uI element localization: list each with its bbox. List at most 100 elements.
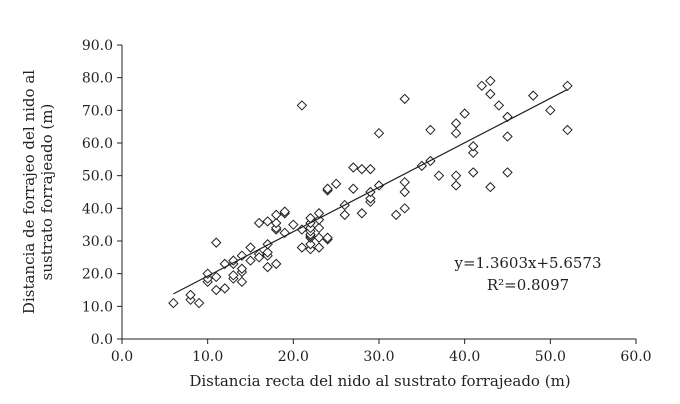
x-tick-group: 0.0 10.0 20.0 30.0 40.0 50.0 60.0 [111, 339, 652, 365]
data-point [545, 105, 556, 116]
data-point [313, 232, 325, 243]
x-tick-label: 10.0 [192, 349, 223, 365]
y-tick-label: 80.0 [82, 71, 113, 87]
data-point [322, 183, 333, 194]
y-tick-label: 50.0 [82, 169, 113, 185]
data-point [262, 216, 273, 227]
data-point [253, 217, 265, 229]
y-tick-label: 90.0 [82, 38, 113, 54]
data-point [211, 271, 222, 283]
y-tick-label: 20.0 [82, 267, 113, 283]
data-point [236, 276, 248, 288]
data-point [270, 217, 282, 229]
data-point [339, 209, 350, 221]
data-point [527, 90, 539, 101]
data-point [330, 178, 342, 190]
x-tick-label: 40.0 [449, 349, 480, 365]
x-axis-label: Distancia recta del nido al sustrato for… [189, 372, 570, 390]
data-point [356, 208, 368, 219]
data-point [468, 141, 479, 152]
data-point [433, 170, 445, 181]
y-tick-label: 30.0 [82, 234, 113, 250]
data-point [485, 75, 496, 87]
y-tick-group: 0.0 10.0 20.0 30.0 40.0 50.0 60.0 70.0 80.0 90.0 [82, 38, 122, 348]
data-point [322, 232, 333, 243]
y-tick-label: 10.0 [82, 299, 113, 315]
data-point [365, 193, 376, 204]
y-tick-label: 70.0 [82, 103, 113, 119]
x-tick-label: 60.0 [620, 349, 651, 365]
data-point [562, 80, 573, 92]
data-point [228, 255, 239, 266]
data-point [373, 127, 385, 139]
y-tick-label: 40.0 [82, 201, 113, 217]
data-point [459, 108, 470, 119]
data-point [245, 242, 256, 253]
y-axis-label-line-1: Distancia de forrajeo del nido al [20, 70, 38, 314]
data-point [296, 100, 308, 111]
r-squared-label: R²=0.8097 [487, 276, 569, 294]
data-point [219, 283, 231, 294]
data-point [485, 88, 496, 100]
data-point [468, 167, 479, 178]
data-point [399, 176, 410, 188]
data-point [296, 224, 308, 235]
trendline [173, 88, 568, 295]
data-point [262, 239, 273, 250]
regression-equation: y=1.3603x+5.6573 [453, 254, 601, 272]
y-axis-label-line-2: sustrato forrajeado (m) [38, 104, 56, 281]
data-point [270, 209, 282, 221]
data-point [185, 289, 196, 301]
data-point [399, 203, 410, 214]
data-point [168, 297, 179, 309]
data-point [313, 222, 325, 234]
data-point [450, 118, 462, 129]
data-point [373, 180, 385, 191]
data-point [425, 124, 436, 136]
data-point [502, 131, 513, 142]
x-tick-label: 0.0 [111, 349, 133, 365]
data-point [288, 219, 299, 230]
data-point [228, 270, 239, 281]
data-point [348, 162, 359, 173]
data-point [348, 183, 359, 194]
data-point [502, 167, 513, 178]
data-point [262, 261, 273, 273]
data-point [305, 239, 316, 250]
data-points [168, 75, 573, 309]
data-point [390, 209, 402, 221]
data-point [399, 93, 410, 105]
y-tick-label: 0.0 [91, 332, 113, 348]
data-point [356, 163, 368, 175]
data-point [493, 100, 505, 111]
data-point [502, 111, 513, 123]
data-point [313, 242, 325, 253]
data-point [296, 242, 308, 253]
y-tick-label: 60.0 [82, 136, 113, 152]
data-point [262, 247, 273, 258]
data-point [450, 170, 462, 181]
data-point [450, 127, 462, 139]
data-point [236, 250, 248, 261]
data-point [468, 147, 479, 159]
data-point [279, 206, 290, 217]
data-point [202, 268, 213, 279]
data-point [270, 258, 282, 270]
data-point [193, 297, 205, 309]
x-tick-label: 20.0 [278, 349, 309, 365]
data-point [562, 124, 573, 136]
x-tick-label: 50.0 [535, 349, 566, 365]
data-point [211, 237, 222, 248]
data-point [236, 263, 248, 274]
data-point [245, 255, 256, 266]
data-point [476, 80, 488, 92]
data-point [253, 252, 265, 263]
data-point [485, 181, 496, 193]
data-point [450, 180, 462, 191]
data-point [399, 186, 410, 198]
data-point [365, 163, 376, 175]
trendline-group [173, 88, 568, 295]
data-point [211, 284, 222, 296]
data-point [219, 258, 231, 270]
